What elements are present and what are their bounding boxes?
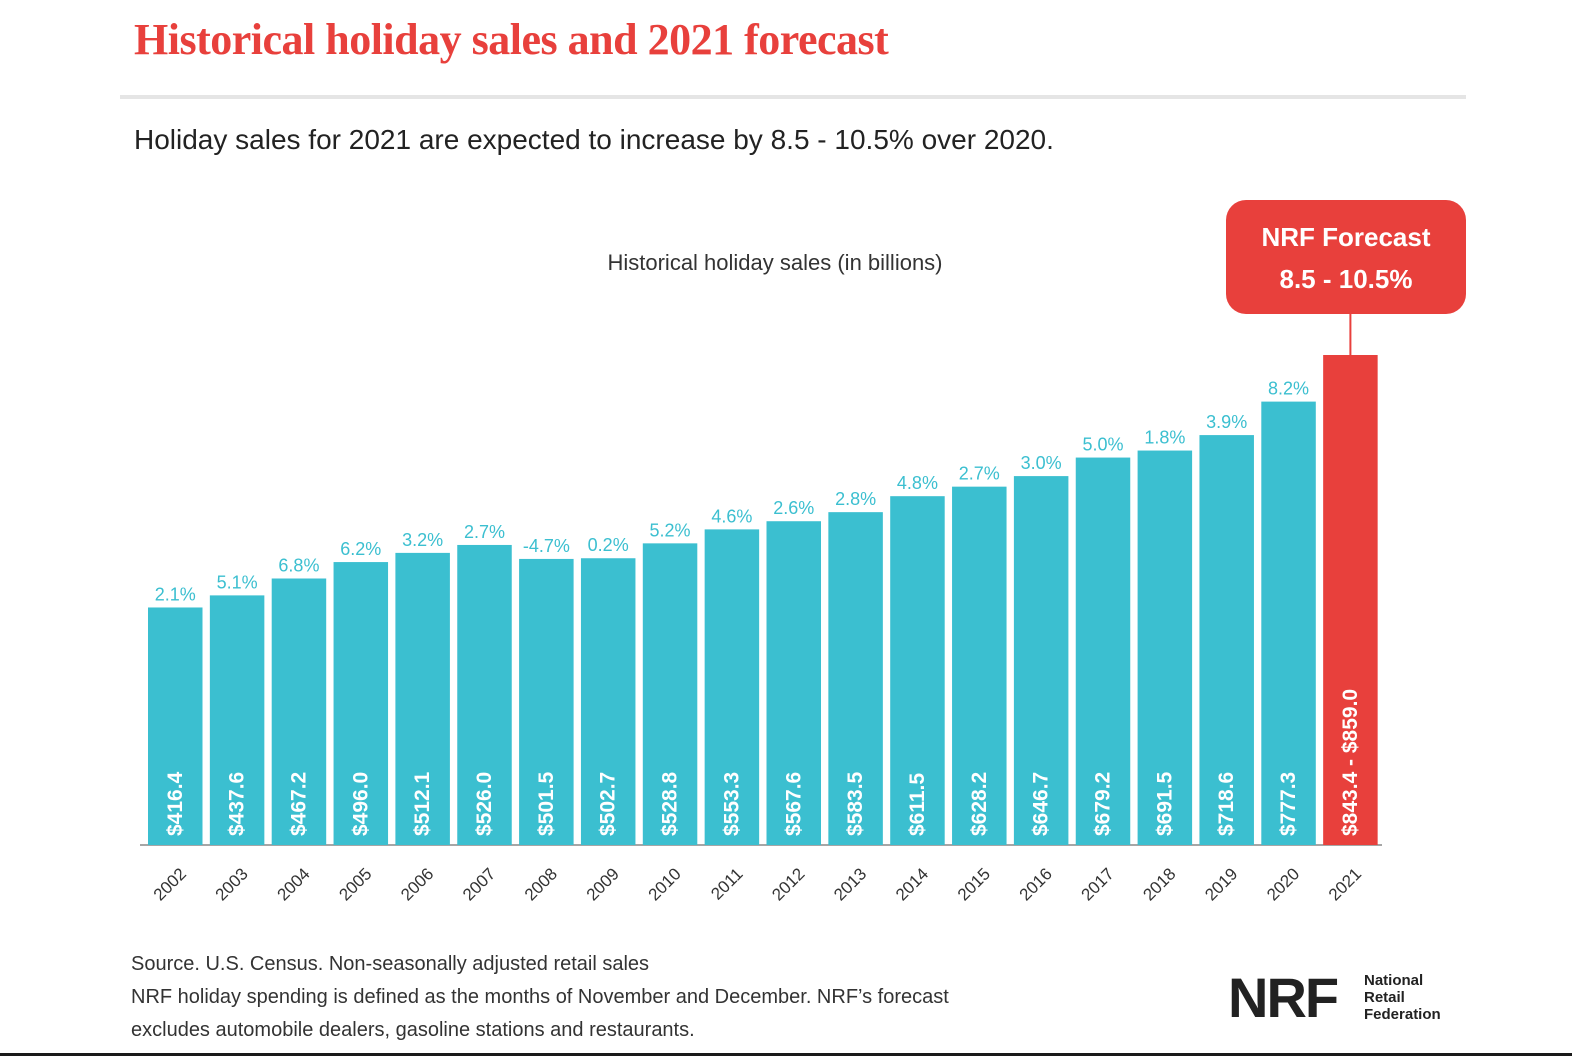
x-tick-label-2012: 2012 xyxy=(768,864,808,904)
value-label-2019: $718.6 xyxy=(1215,772,1238,836)
growth-label-2011: 4.6% xyxy=(711,506,752,526)
bar-2015 xyxy=(952,486,1007,845)
footnote-source: Source. U.S. Census. Non-seasonally adju… xyxy=(131,953,650,975)
bottom-border xyxy=(0,1053,1572,1056)
x-tick-label-2002: 2002 xyxy=(150,864,190,904)
x-tick-label-2006: 2006 xyxy=(397,864,437,904)
nrf-logo-line-3: Federation xyxy=(1364,1006,1441,1023)
bar-2006 xyxy=(395,552,450,845)
value-label-2015: $628.2 xyxy=(968,772,991,836)
growth-label-2004: 6.8% xyxy=(278,555,319,575)
nrf-logo-text: National Retail Federation xyxy=(1364,972,1441,1023)
x-tick-label-2014: 2014 xyxy=(892,864,932,904)
x-tick-label-2015: 2015 xyxy=(954,864,994,904)
growth-label-2010: 5.2% xyxy=(650,520,691,540)
bar-2013 xyxy=(828,512,883,845)
bar-2020 xyxy=(1261,401,1316,845)
growth-label-2020: 8.2% xyxy=(1268,379,1309,399)
x-tick-label-2017: 2017 xyxy=(1078,864,1118,904)
value-label-2004: $467.2 xyxy=(287,772,310,836)
value-label-2016: $646.7 xyxy=(1030,772,1053,836)
bar-2016 xyxy=(1013,476,1069,845)
x-tick-label-2011: 2011 xyxy=(707,864,746,903)
x-tick-label-2004: 2004 xyxy=(273,864,313,904)
forecast-callout-title: NRF Forecast xyxy=(1261,222,1430,252)
bar-2003 xyxy=(209,595,265,845)
growth-label-2018: 1.8% xyxy=(1144,428,1185,448)
value-label-2002: $416.4 xyxy=(164,771,187,836)
growth-label-2005: 6.2% xyxy=(340,539,381,559)
x-tick-label-2018: 2018 xyxy=(1139,864,1179,904)
bar-2005 xyxy=(333,562,389,845)
bar-2011 xyxy=(704,529,760,845)
value-label-2008: $501.5 xyxy=(535,771,558,836)
growth-label-2006: 3.2% xyxy=(402,530,443,550)
value-label-2021: $843.4 - $859.0 xyxy=(1339,689,1362,836)
bar-2014 xyxy=(890,496,945,845)
bar-2017 xyxy=(1075,457,1131,845)
x-tick-label-2010: 2010 xyxy=(645,864,685,904)
bar-2021 xyxy=(1323,355,1378,845)
x-tick-label-2005: 2005 xyxy=(335,864,375,904)
value-label-2006: $512.1 xyxy=(411,771,434,836)
growth-label-2002: 2.1% xyxy=(155,584,196,604)
bar-2002 xyxy=(148,607,203,845)
growth-label-2019: 3.9% xyxy=(1206,412,1247,432)
value-label-2011: $553.3 xyxy=(720,772,743,836)
bar-2012 xyxy=(766,521,821,845)
x-tick-label-2021: 2021 xyxy=(1325,864,1365,904)
subtitle: Holiday sales for 2021 are expected to i… xyxy=(134,124,1054,155)
growth-label-2013: 2.8% xyxy=(835,489,876,509)
value-label-2005: $496.0 xyxy=(349,772,372,836)
nrf-logo-mark: NRF xyxy=(1228,966,1339,1029)
x-tick-label-2016: 2016 xyxy=(1016,864,1056,904)
value-label-2012: $567.6 xyxy=(782,772,805,836)
value-label-2017: $679.2 xyxy=(1092,772,1115,836)
bar-2004 xyxy=(271,578,327,845)
value-label-2014: $611.5 xyxy=(906,773,929,836)
growth-label-2016: 3.0% xyxy=(1021,453,1062,473)
growth-label-2009: 0.2% xyxy=(588,535,629,555)
nrf-logo-line-2: Retail xyxy=(1364,989,1405,1006)
bar-2007 xyxy=(457,544,512,845)
title-divider xyxy=(120,95,1466,99)
bar-2010 xyxy=(642,543,698,845)
x-tick-label-2020: 2020 xyxy=(1263,864,1303,904)
growth-label-2015: 2.7% xyxy=(959,464,1000,484)
x-tick-label-2008: 2008 xyxy=(521,864,561,904)
footnote-exclusions: excludes automobile dealers, gasoline st… xyxy=(131,1019,695,1041)
growth-label-2014: 4.8% xyxy=(897,473,938,493)
growth-label-2012: 2.6% xyxy=(773,498,814,518)
footnote-definition: NRF holiday spending is defined as the m… xyxy=(131,986,949,1008)
bar-2009 xyxy=(580,558,636,845)
nrf-logo: NRF National Retail Federation xyxy=(1228,968,1468,1028)
value-label-2007: $526.0 xyxy=(473,772,496,836)
growth-label-2017: 5.0% xyxy=(1082,435,1123,455)
value-label-2018: $691.5 xyxy=(1153,771,1176,836)
forecast-callout-box xyxy=(1226,200,1466,314)
forecast-callout-range: 8.5 - 10.5% xyxy=(1280,264,1413,294)
bar-2019 xyxy=(1199,435,1254,845)
x-tick-label-2003: 2003 xyxy=(212,864,252,904)
value-label-2003: $437.6 xyxy=(226,772,249,836)
nrf-logo-line-1: National xyxy=(1364,972,1424,989)
x-tick-label-2009: 2009 xyxy=(583,864,623,904)
value-label-2013: $583.5 xyxy=(844,771,867,836)
bar-2008 xyxy=(519,558,574,845)
chart-title: Historical holiday sales (in billions) xyxy=(607,250,942,275)
growth-label-2008: -4.7% xyxy=(523,536,570,556)
x-tick-label-2013: 2013 xyxy=(830,864,870,904)
value-label-2009: $502.7 xyxy=(597,772,620,836)
value-label-2010: $528.8 xyxy=(659,771,682,836)
page-title: Historical holiday sales and 2021 foreca… xyxy=(134,15,889,64)
x-tick-label-2019: 2019 xyxy=(1201,864,1241,904)
x-tick-label-2007: 2007 xyxy=(459,864,499,904)
growth-label-2003: 5.1% xyxy=(217,572,258,592)
growth-label-2007: 2.7% xyxy=(464,522,505,542)
value-label-2020: $777.3 xyxy=(1277,772,1300,836)
bar-2018 xyxy=(1137,450,1193,845)
